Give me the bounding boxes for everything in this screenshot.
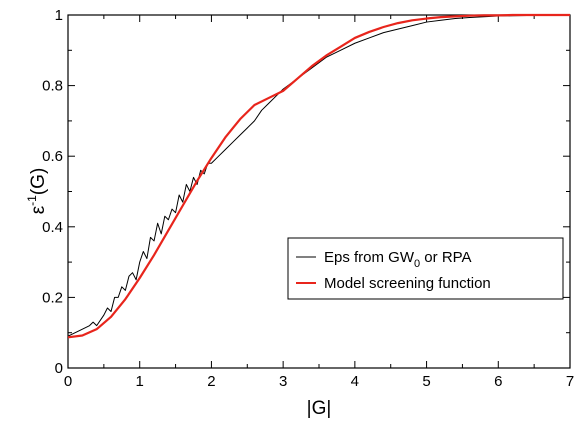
x-tick-label: 5 bbox=[422, 373, 430, 390]
legend-box bbox=[287, 237, 564, 300]
x-tick-label: 4 bbox=[351, 373, 359, 390]
series-layer bbox=[67, 13, 571, 339]
series-line-model-screening bbox=[67, 13, 570, 339]
y-tick-label: 0 bbox=[55, 360, 63, 377]
x-tick-label: 6 bbox=[494, 373, 502, 390]
legend-label-model: Model screening function bbox=[324, 275, 491, 292]
x-axis-label: |G| bbox=[307, 398, 332, 419]
x-tick-label: 2 bbox=[207, 373, 215, 390]
x-axis-ticks: 0 1 2 3 4 5 6 7 bbox=[64, 15, 574, 390]
y-axis-label: ε-1(G) bbox=[25, 168, 49, 215]
series-line-gw-rpa bbox=[67, 14, 571, 337]
x-tick-label: 3 bbox=[279, 373, 287, 390]
y-tick-label: 0.6 bbox=[42, 148, 63, 165]
y-axis-ticks: 0 0.2 0.4 0.6 0.8 1 bbox=[42, 7, 570, 377]
y-tick-label: 0.2 bbox=[42, 289, 63, 306]
legend-label-gw: Eps from GW0 or RPA bbox=[324, 249, 472, 270]
legend: Eps from GW0 or RPA Model screening func… bbox=[287, 237, 564, 300]
x-tick-label: 1 bbox=[136, 373, 144, 390]
y-axis-label-tail: (G) bbox=[28, 168, 49, 195]
legend-label-gw-tail: or RPA bbox=[420, 249, 471, 266]
legend-label-gw-sub: 0 bbox=[414, 258, 420, 270]
plot-frame bbox=[67, 14, 571, 369]
y-axis-label-sup: -1 bbox=[25, 195, 39, 206]
legend-label-gw-main: Eps from GW bbox=[324, 249, 415, 266]
y-axis-label-main: ε bbox=[28, 205, 49, 214]
x-tick-label: 7 bbox=[566, 373, 574, 390]
y-tick-label: 1 bbox=[55, 7, 63, 24]
y-tick-label: 0.8 bbox=[42, 78, 63, 95]
x-tick-label: 0 bbox=[64, 373, 72, 390]
y-tick-label: 0.4 bbox=[42, 219, 63, 236]
